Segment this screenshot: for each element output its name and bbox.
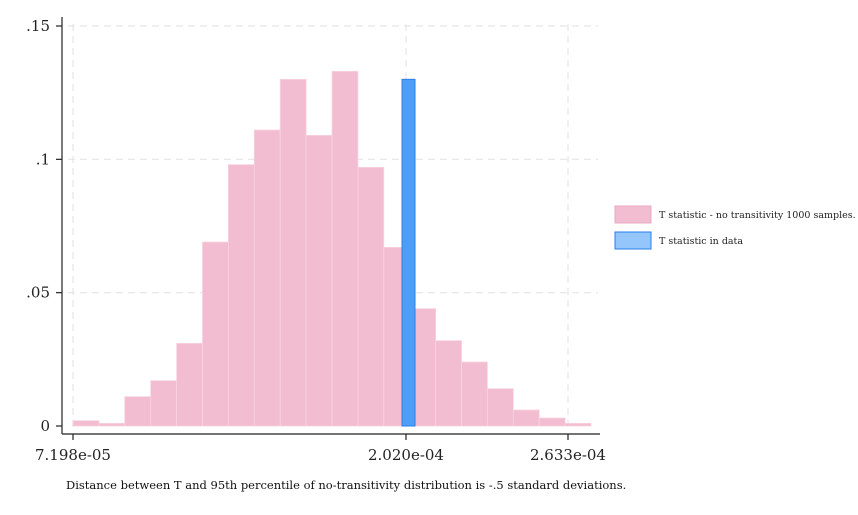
y-tick-label: .1 (36, 150, 50, 168)
y-tick-label: 0 (40, 417, 50, 435)
histogram-bar (305, 134, 333, 427)
chart-note: Distance between T and 95th percentile o… (66, 478, 627, 492)
legend-label-histogram: T statistic - no transitivity 1000 sampl… (659, 210, 856, 221)
histogram-bars (72, 70, 592, 427)
histogram-bar (461, 361, 488, 427)
observed-statistic-bar (401, 78, 416, 427)
histogram-bar (357, 166, 385, 427)
legend-swatch-observed (614, 231, 652, 250)
histogram-bar (124, 396, 152, 427)
histogram-bar (435, 340, 462, 427)
y-axis-ticks: 0 .05 .1 .15 (26, 17, 62, 435)
x-axis-ticks: 7.198e-05 2.020e-04 2.633e-04 (35, 434, 606, 464)
legend-item-observed[interactable]: T statistic in data (614, 231, 743, 250)
histogram-bar (253, 129, 281, 427)
histogram-bar (331, 70, 359, 427)
histogram-bar (150, 380, 177, 427)
histogram-bar (202, 241, 229, 427)
histogram-bar (227, 164, 255, 427)
histogram-bar (538, 417, 566, 427)
legend-label-observed: T statistic in data (659, 236, 743, 247)
histogram-bar (279, 78, 307, 427)
histogram-bar (564, 422, 592, 427)
legend-item-histogram[interactable]: T statistic - no transitivity 1000 sampl… (614, 205, 856, 224)
x-tick-label: 2.020e-04 (368, 446, 444, 464)
axes (61, 17, 600, 435)
y-tick-label: .15 (26, 17, 50, 35)
histogram-bar (512, 409, 540, 427)
histogram-bar (72, 420, 100, 427)
x-tick-label: 2.633e-04 (530, 446, 606, 464)
histogram-bar (98, 422, 126, 427)
legend: T statistic - no transitivity 1000 sampl… (614, 205, 856, 250)
observed-bar (401, 78, 416, 427)
y-tick-label: .05 (26, 284, 50, 302)
legend-swatch-histogram (614, 205, 652, 224)
histogram-bar (486, 388, 514, 427)
x-tick-label: 7.198e-05 (35, 446, 111, 464)
histogram-bar (176, 342, 203, 427)
